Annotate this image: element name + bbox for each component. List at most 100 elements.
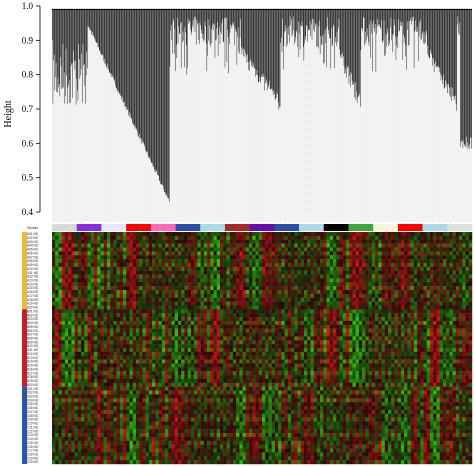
heatmap-cell (394, 286, 398, 291)
heatmap-cell (459, 259, 463, 264)
heatmap-cell (262, 324, 266, 329)
module-color-segment (175, 224, 201, 231)
heatmap-cell (152, 332, 156, 337)
heatmap-cell (310, 247, 314, 252)
heatmap-cell (274, 262, 279, 267)
heatmap-cell (168, 309, 172, 314)
heatmap-cell (236, 235, 240, 240)
heatmap-cell (365, 328, 369, 333)
heatmap-cell (87, 239, 91, 244)
heatmap-cell (97, 259, 101, 264)
heatmap-cell (459, 255, 463, 260)
heatmap-cell (190, 305, 195, 310)
heatmap-cell (71, 239, 75, 244)
heatmap-cell (74, 320, 79, 325)
heatmap-cell (400, 278, 405, 283)
heatmap-cell (126, 259, 130, 264)
heatmap-cell (229, 297, 234, 302)
heatmap-cell (452, 247, 457, 252)
heatmap-cell (397, 282, 402, 287)
sample-label: C04 NS (27, 398, 38, 402)
heatmap-cell (68, 247, 72, 252)
heatmap-cell (413, 282, 418, 287)
heatmap-cell (210, 259, 214, 264)
heatmap-cell (174, 290, 179, 295)
heatmap-cell (178, 239, 182, 244)
heatmap-cell (207, 324, 211, 329)
heatmap-cell (304, 266, 308, 271)
heatmap-cell (171, 251, 175, 256)
heatmap-cell (174, 317, 179, 322)
heatmap-cell (64, 232, 69, 237)
heatmap-cell (284, 262, 289, 267)
heatmap-cell (229, 286, 234, 291)
heatmap-cell (346, 328, 350, 333)
heatmap-cell (394, 324, 398, 329)
heatmap-cell (155, 317, 159, 322)
heatmap-cell (352, 247, 356, 252)
heatmap-cell (55, 336, 59, 341)
heatmap-cell (413, 293, 418, 298)
heatmap-cell (262, 332, 266, 337)
heatmap-cell (271, 259, 276, 264)
heatmap-cell (161, 328, 166, 333)
heatmap-cell (262, 255, 266, 260)
heatmap-cell (388, 251, 392, 256)
heatmap-cell (223, 274, 227, 279)
heatmap-cell (252, 324, 256, 329)
heatmap-cell (110, 336, 114, 341)
heatmap-cell (136, 274, 140, 279)
heatmap-cell (300, 232, 305, 237)
heatmap-cell (90, 243, 95, 248)
heatmap-cell (284, 232, 289, 237)
heatmap-cell (439, 251, 444, 256)
heatmap-cell (304, 328, 308, 333)
heatmap-cell (100, 313, 104, 318)
heatmap-cell (126, 320, 130, 325)
heatmap-cell (223, 301, 227, 306)
heatmap-cell (462, 247, 466, 252)
heatmap-cell (148, 239, 153, 244)
heatmap-cell (203, 293, 208, 298)
heatmap-cell (281, 274, 285, 279)
heatmap-cell (274, 251, 279, 256)
heatmap-cell (139, 266, 143, 271)
heatmap-cell (119, 262, 124, 267)
heatmap-cell (320, 247, 324, 252)
heatmap-cell (64, 266, 69, 271)
heatmap-cell (384, 251, 389, 256)
heatmap-cell (384, 239, 389, 244)
heatmap-cell (433, 251, 437, 256)
heatmap-cell (268, 247, 272, 252)
heatmap-cell (265, 286, 269, 291)
heatmap-cell (468, 270, 473, 275)
sample-label: C05 NS (27, 402, 38, 406)
heatmap-cell (349, 297, 353, 302)
heatmap-cell (258, 305, 263, 310)
heatmap-cell (336, 328, 340, 333)
heatmap-cell (430, 309, 434, 314)
heatmap-cell (74, 282, 79, 287)
heatmap-cell (103, 278, 108, 283)
heatmap-cell (468, 247, 473, 252)
heatmap-cell (316, 247, 321, 252)
heatmap-cell (284, 309, 289, 314)
heatmap-cell (304, 305, 308, 310)
heatmap-cell (281, 332, 285, 337)
heatmap-cell (207, 320, 211, 325)
heatmap-cell (394, 332, 398, 337)
heatmap-cell (181, 270, 185, 275)
heatmap-cell (174, 274, 179, 279)
heatmap-cell (106, 324, 111, 329)
heatmap-cell (174, 247, 179, 252)
heatmap-cell (126, 282, 130, 287)
heatmap-cell (274, 293, 279, 298)
heatmap-cell (378, 286, 382, 291)
heatmap-cell (110, 313, 114, 318)
heatmap-cell (178, 262, 182, 267)
heatmap-cell (329, 259, 334, 264)
heatmap-cell (404, 293, 408, 298)
heatmap-cell (245, 274, 250, 279)
heatmap-cell (103, 305, 108, 310)
heatmap-cell (346, 266, 350, 271)
